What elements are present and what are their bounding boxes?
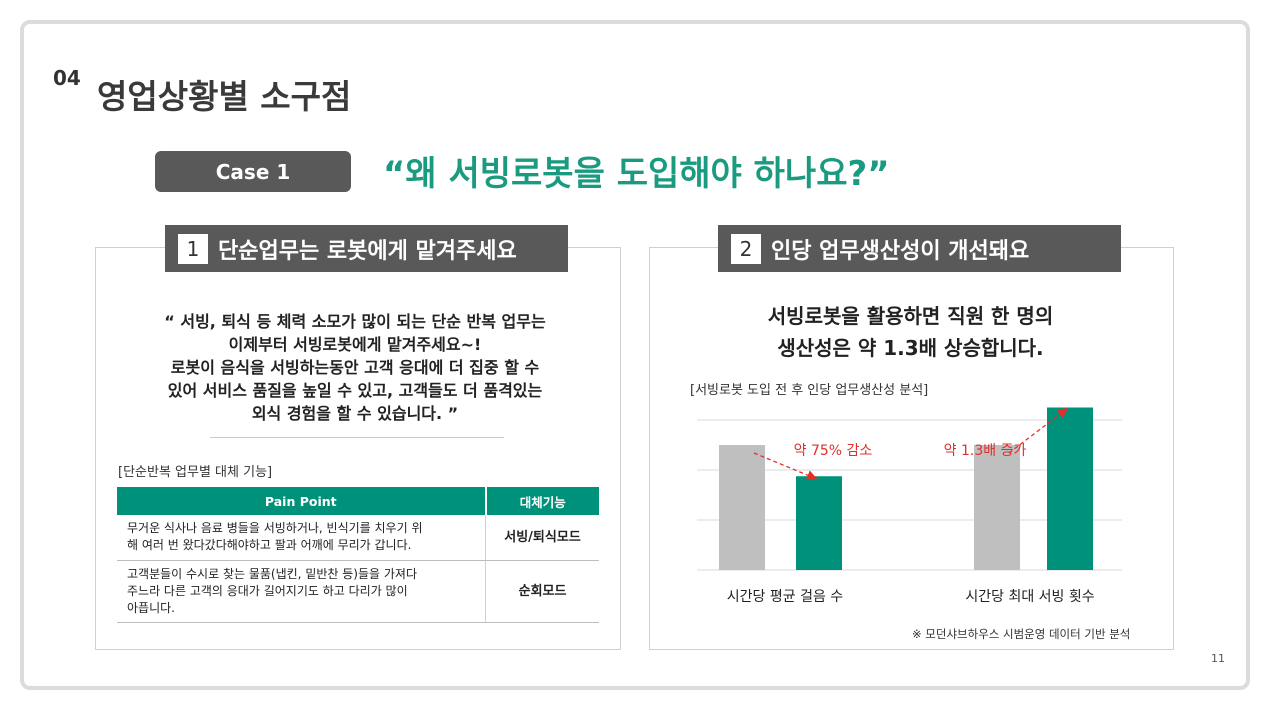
case-badge: Case 1 xyxy=(155,151,351,192)
productivity-statement: 서빙로봇을 활용하면 직원 한 명의 생산성은 약 1.3배 상승합니다. xyxy=(688,300,1133,364)
pain-line: 아픕니다. xyxy=(127,600,175,615)
substitute-cell: 서빙/퇴식모드 xyxy=(485,515,599,561)
footnote: ※ 모던샤브하우스 시범운영 데이터 기반 분석 xyxy=(912,627,1131,641)
chart-annotation: 약 1.3배 증가 xyxy=(944,443,1027,459)
chart-caption: [서빙로봇 도입 전 후 인당 업무생산성 분석] xyxy=(690,383,929,398)
section-title: 영업상황별 소구점 xyxy=(97,77,352,116)
bar-before xyxy=(719,445,765,570)
stat-line: 서빙로봇을 활용하면 직원 한 명의 xyxy=(767,304,1054,328)
substitute-cell: 순회모드 xyxy=(485,560,599,623)
section-number: 04 xyxy=(53,66,81,90)
table-row: 무거운 식사나 음료 병들을 서빙하거나, 빈식기를 치우기 위 해 여러 번 … xyxy=(117,515,599,561)
right-panel-header: 2 인당 업무생산성이 개선돼요 xyxy=(718,225,1121,272)
quote-line: 로봇이 음식을 서빙하는동안 고객 응대에 더 집중 할 수 xyxy=(170,358,540,377)
pain-point-table: Pain Point 대체기능 무거운 식사나 음료 병들을 서빙하거나, 빈식… xyxy=(117,487,599,623)
bar-after xyxy=(1047,407,1093,570)
headline: “왜 서빙로봇을 도입해야 하나요?” xyxy=(383,154,890,194)
divider xyxy=(210,437,504,438)
bar-after xyxy=(796,476,842,570)
right-panel-number: 2 xyxy=(731,233,761,264)
left-panel-header: 1 단순업무는 로봇에게 맡겨주세요 xyxy=(165,225,568,272)
quote-line: 이제부터 서빙로봇에게 맡겨주세요~! xyxy=(228,335,482,354)
right-panel-title: 인당 업무생산성이 개선돼요 xyxy=(771,238,1030,264)
pain-line: 주느라 다른 고객의 응대가 길어지기도 하고 다리가 많이 xyxy=(127,583,408,598)
pain-point-cell: 고객분들이 수시로 찾는 물품(냅킨, 밑반찬 등)들을 가져다 주느라 다른 … xyxy=(117,560,486,623)
chart-xlabel: 시간당 최대 서빙 횟수 xyxy=(965,589,1094,605)
quote-line: “ 서빙, 퇴식 등 체력 소모가 많이 되는 단순 반복 업무는 xyxy=(164,312,546,331)
quote-line: 외식 경험을 할 수 있습니다. ” xyxy=(251,404,459,423)
trend-arrow xyxy=(1008,407,1069,454)
bar-before xyxy=(974,445,1020,570)
page-number: 11 xyxy=(1211,652,1225,665)
left-panel-title: 단순업무는 로봇에게 맡겨주세요 xyxy=(218,238,517,264)
header-substitute: 대체기능 xyxy=(485,487,599,515)
stat-line: 생산성은 약 1.3배 상승합니다. xyxy=(777,336,1044,360)
pain-line: 무거운 식사나 음료 병들을 서빙하거나, 빈식기를 치우기 위 xyxy=(127,521,423,536)
table-header-row: Pain Point 대체기능 xyxy=(117,487,599,515)
quote-line: 있어 서비스 품질을 높일 수 있고, 고객들도 더 품격있는 xyxy=(167,381,543,400)
left-panel-number: 1 xyxy=(178,233,208,264)
pain-line: 해 여러 번 왔다갔다해야하고 팔과 어깨에 무리가 갑니다. xyxy=(127,538,412,553)
table-caption: [단순반복 업무별 대체 기능] xyxy=(118,465,273,480)
table-row: 고객분들이 수시로 찾는 물품(냅킨, 밑반찬 등)들을 가져다 주느라 다른 … xyxy=(117,560,599,623)
chart-annotation: 약 75% 감소 xyxy=(794,443,873,459)
pain-point-cell: 무거운 식사나 음료 병들을 서빙하거나, 빈식기를 치우기 위 해 여러 번 … xyxy=(117,515,486,561)
pain-line: 고객분들이 수시로 찾는 물품(냅킨, 밑반찬 등)들을 가져다 xyxy=(127,566,417,581)
chart-xlabel: 시간당 평균 걸음 수 xyxy=(727,589,844,605)
quote-block: “ 서빙, 퇴식 등 체력 소모가 많이 되는 단순 반복 업무는 이제부터 서… xyxy=(120,310,590,425)
header-pain-point: Pain Point xyxy=(117,487,487,515)
